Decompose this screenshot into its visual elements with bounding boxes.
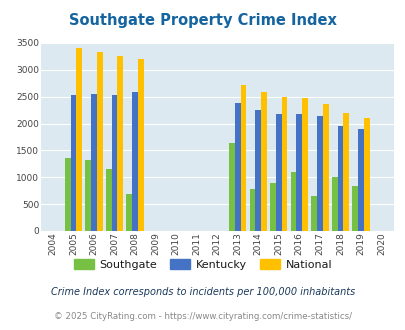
Bar	[126, 194, 132, 231]
Bar	[357, 129, 363, 231]
Bar	[234, 103, 240, 231]
Bar	[301, 98, 307, 231]
Bar	[331, 177, 337, 231]
Bar	[70, 95, 76, 231]
Bar	[117, 56, 123, 231]
Bar	[255, 110, 260, 231]
Bar	[337, 126, 343, 231]
Bar	[269, 183, 275, 231]
Bar	[316, 116, 322, 231]
Bar	[65, 158, 70, 231]
Bar	[343, 113, 348, 231]
Bar	[322, 104, 328, 231]
Bar	[106, 169, 111, 231]
Bar	[111, 95, 117, 231]
Bar	[76, 48, 82, 231]
Bar	[352, 186, 357, 231]
Bar	[85, 159, 91, 231]
Bar	[311, 196, 316, 231]
Bar	[296, 114, 301, 231]
Bar	[290, 172, 296, 231]
Bar	[249, 189, 255, 231]
Bar	[260, 92, 266, 231]
Bar	[281, 97, 287, 231]
Bar	[138, 59, 143, 231]
Bar	[91, 94, 97, 231]
Text: Crime Index corresponds to incidents per 100,000 inhabitants: Crime Index corresponds to incidents per…	[51, 287, 354, 297]
Bar	[97, 52, 102, 231]
Bar	[132, 92, 138, 231]
Legend: Southgate, Kentucky, National: Southgate, Kentucky, National	[69, 255, 336, 274]
Bar	[275, 114, 281, 231]
Text: Southgate Property Crime Index: Southgate Property Crime Index	[69, 13, 336, 28]
Bar	[240, 85, 246, 231]
Bar	[363, 117, 369, 231]
Bar	[228, 143, 234, 231]
Text: © 2025 CityRating.com - https://www.cityrating.com/crime-statistics/: © 2025 CityRating.com - https://www.city…	[54, 312, 351, 321]
